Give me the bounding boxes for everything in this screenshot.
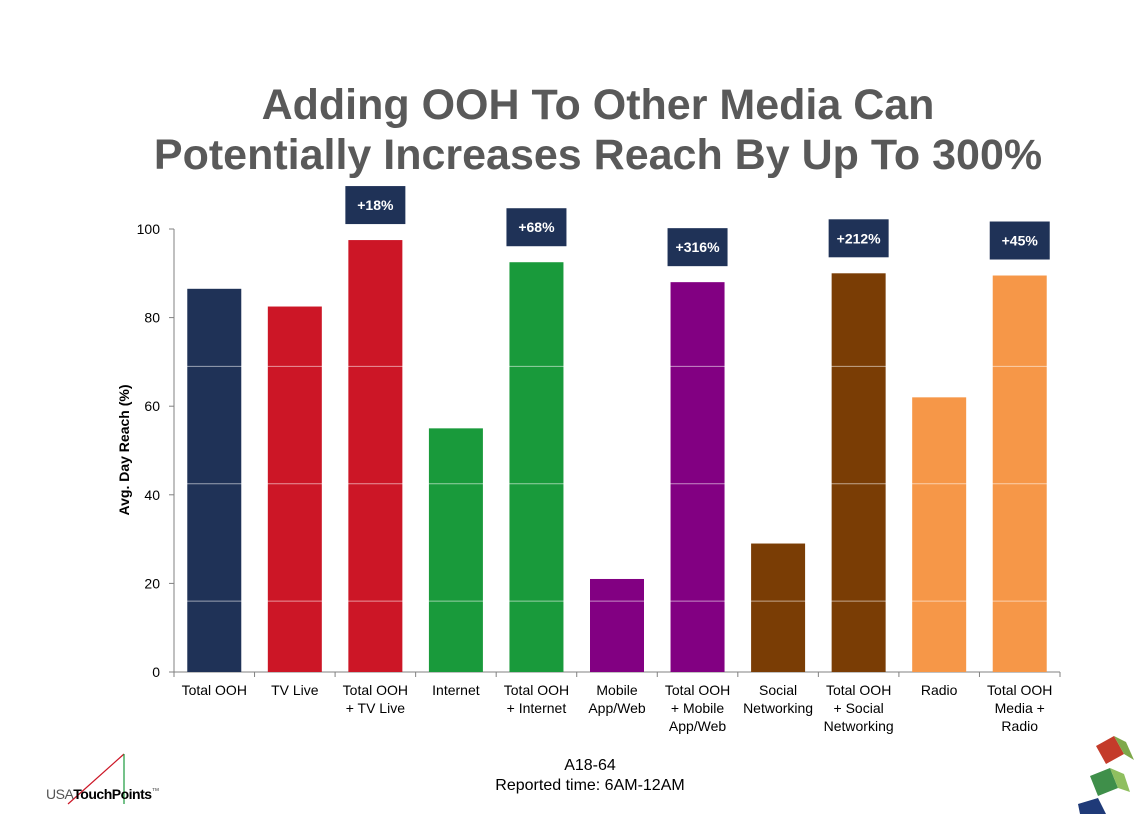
callout-badge [667, 228, 728, 267]
x-tick-label: Total OOH [665, 682, 730, 698]
footer-line-2: Reported time: 6AM-12AM [495, 777, 685, 794]
y-tick-label: 20 [144, 575, 160, 591]
logo-usa: USA [46, 786, 74, 802]
x-tick-label: + TV Live [346, 700, 405, 716]
x-tick-label: Radio [921, 682, 958, 698]
bar [428, 428, 483, 672]
y-tick-label: 100 [137, 221, 161, 237]
x-tick-label: Total OOH [182, 682, 247, 698]
x-tick-label: Internet [432, 682, 480, 698]
callout-label: +68% [518, 219, 555, 235]
x-tick-label: App/Web [588, 700, 646, 716]
bar [187, 288, 242, 672]
footer-line-1: A18-64 [564, 757, 616, 774]
bar [751, 543, 806, 672]
bar [590, 578, 644, 672]
title-line-2: Potentially Increases Reach By Up To 300… [153, 131, 1043, 179]
bar [992, 275, 1047, 672]
x-tick-label: Total OOH [504, 682, 569, 698]
x-tick-label: Networking [824, 718, 894, 734]
x-tick-label: Media + [995, 700, 1045, 716]
x-tick-label: App/Web [669, 718, 727, 734]
x-tick-label: Radio [1001, 718, 1038, 734]
y-tick-label: 40 [144, 487, 160, 503]
x-tick-label: Networking [743, 700, 813, 716]
bar [670, 282, 725, 672]
x-tick-label: Total OOH [987, 682, 1052, 698]
bar [509, 262, 564, 672]
callout-badge [828, 219, 889, 258]
y-tick-label: 0 [152, 664, 160, 680]
x-tick-label: Mobile [596, 682, 637, 698]
corner-decoration [1078, 736, 1134, 814]
title-line-1: Adding OOH To Other Media Can [261, 81, 935, 129]
x-tick-label: Total OOH [343, 682, 408, 698]
callout-label: +18% [357, 197, 394, 213]
logo-touchpoints: TouchPoints [73, 786, 152, 802]
y-tick-label: 60 [144, 398, 160, 414]
callout-label: +316% [676, 239, 721, 255]
logo-mark [67, 753, 125, 805]
logo-text: USATouchPoints™ [46, 786, 160, 802]
callout-badge [506, 208, 567, 247]
logo-tm: ™ [151, 786, 160, 796]
x-tick-label: Social [759, 682, 797, 698]
bar [912, 397, 967, 672]
callout-label: +212% [837, 230, 882, 246]
callout-badge [345, 186, 406, 225]
chart-title: Adding OOH To Other Media Can Potentiall… [0, 80, 1146, 180]
x-tick-label: + Internet [507, 700, 567, 716]
x-tick-label: + Social [834, 700, 884, 716]
usa-touchpoints-logo: USATouchPoints™ [46, 750, 166, 806]
footer-note: A18-64 Reported time: 6AM-12AM [440, 756, 740, 796]
y-axis-title: Avg. Day Reach (%) [116, 385, 132, 516]
bar [348, 240, 403, 672]
x-tick-label: + Mobile [671, 700, 725, 716]
callout-badge [989, 221, 1050, 260]
x-tick-label: TV Live [271, 682, 319, 698]
y-tick-label: 80 [144, 310, 160, 326]
callout-label: +45% [1002, 233, 1039, 249]
bar [831, 273, 886, 672]
x-tick-label: Total OOH [826, 682, 891, 698]
bar [267, 306, 322, 672]
